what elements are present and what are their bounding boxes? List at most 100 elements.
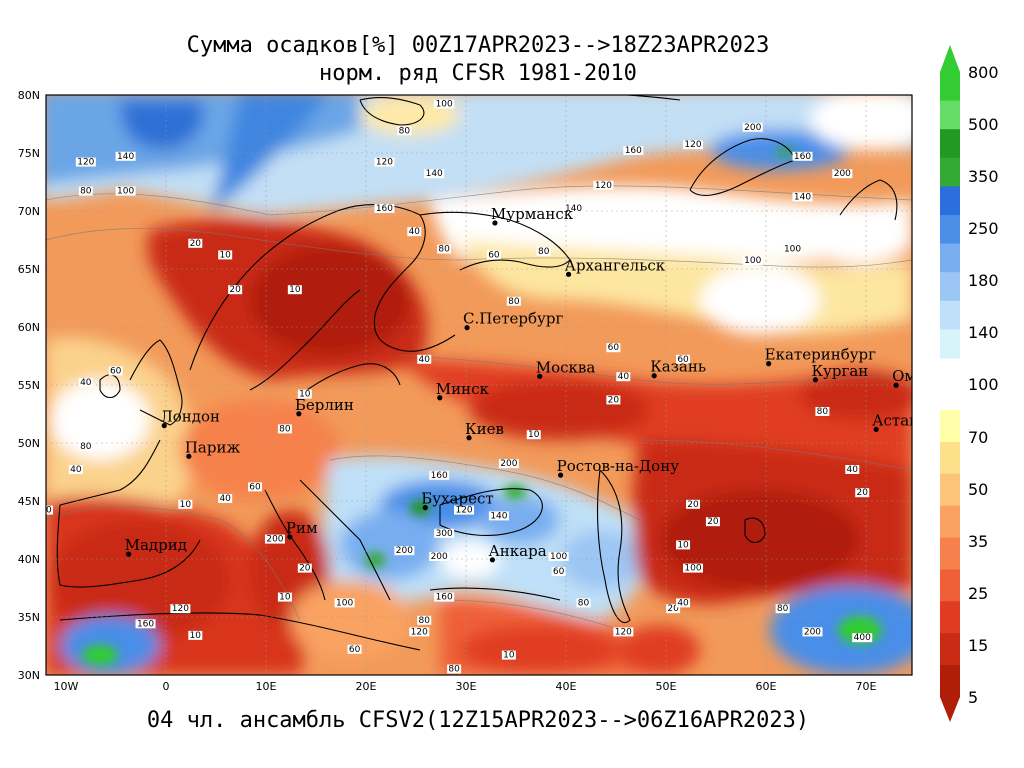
colorbar-swatch	[940, 186, 960, 216]
contour-label: 80	[447, 664, 462, 675]
contour-label: 400	[852, 633, 873, 643]
contour-label: 10	[178, 499, 193, 510]
city-label: Ростов-на-Дону	[557, 457, 680, 475]
contour-label-text: 40	[847, 465, 859, 475]
colorbar-swatch	[940, 410, 960, 443]
graticule	[46, 95, 912, 675]
colorbar-label: 180	[968, 271, 999, 290]
contour-label-text: 400	[854, 633, 871, 643]
city-label: Бухарест	[421, 490, 493, 508]
city-label: С.Петербург	[463, 310, 563, 328]
city-label: Минск	[436, 380, 490, 398]
contour-label: 200	[742, 122, 763, 133]
contour-label-text: 10	[677, 540, 689, 550]
colorbar-swatch	[940, 441, 960, 475]
city-dot	[492, 220, 498, 226]
contour-label-text: 80	[508, 297, 520, 307]
colorbar-label: 35	[968, 532, 988, 551]
contour-label: 20	[666, 604, 681, 614]
lon-tick-label: 30E	[456, 680, 477, 693]
contour-label: 100	[434, 99, 455, 110]
colorbar-label: 100	[968, 375, 999, 394]
city-dot	[466, 435, 472, 441]
contour-label: 120	[75, 157, 96, 168]
city-dot	[186, 453, 192, 459]
colorbar-swatch	[940, 601, 960, 634]
contour-label: 120	[613, 627, 634, 637]
contour-label: 160	[434, 592, 455, 603]
colorbar-swatch	[940, 665, 960, 698]
contour-label: 200	[429, 552, 450, 562]
contour-label-text: 20	[190, 239, 202, 249]
lon-tick-label: 60E	[756, 680, 777, 693]
city-label: Рим	[286, 519, 318, 537]
contour-label: 40	[676, 598, 691, 608]
contour-label-text: 80	[80, 442, 92, 452]
contour-label-text: 200	[431, 552, 448, 562]
lat-tick-label: 60N	[18, 321, 40, 334]
contour-label: 40	[616, 372, 631, 382]
contour-label: 80	[576, 598, 591, 608]
colorbar-label: 140	[968, 323, 999, 342]
contour-label: 20	[606, 395, 621, 405]
colorbar-top-arrow	[940, 45, 960, 72]
contour-label-text: 300	[436, 529, 453, 539]
contour-label-text: 80	[538, 247, 550, 257]
colorbar-label: 250	[968, 219, 999, 238]
contour-label-text: 100	[436, 100, 453, 110]
colorbar-swatch	[940, 633, 960, 666]
lat-tick-label: 40N	[18, 553, 40, 566]
contour-label-text: 10	[219, 250, 231, 260]
contour-label: 40	[845, 465, 860, 475]
city-dot	[651, 373, 657, 379]
contour-label-text: 20	[229, 285, 241, 295]
contour-label: 20	[228, 285, 243, 295]
contour-label-text: 40	[70, 465, 82, 475]
contour-label: 10	[287, 285, 302, 295]
contour-label-text: 10	[289, 285, 301, 295]
contour-label: 120	[683, 140, 704, 150]
contour-label-text: 160	[137, 619, 154, 629]
contour-label-text: 60	[40, 506, 52, 516]
lat-tick-label: 50N	[18, 437, 40, 450]
contour-label: 60	[486, 250, 501, 260]
contour-label-text: 20	[687, 500, 699, 510]
city-label: Киев	[465, 420, 504, 438]
contour-label-text: 40	[419, 355, 431, 365]
contour-label: 40	[407, 227, 422, 237]
contour-label-text: 80	[399, 126, 411, 136]
contour-label: 160	[135, 619, 156, 629]
colorbar-swatch	[940, 473, 960, 507]
city-dot	[437, 395, 443, 401]
contour-label: 200	[832, 169, 853, 179]
contour-label: 80	[277, 424, 292, 434]
contour-label: 80	[397, 126, 412, 136]
contour-label: 20	[297, 563, 312, 574]
colorbar-label: 15	[968, 636, 988, 655]
city-dot	[126, 551, 132, 557]
contour-label-text: 160	[376, 204, 393, 214]
city-markers: Мурманск Архангельск С.Петербург Москва Каза…	[125, 205, 912, 563]
city-label: Архангельск	[565, 256, 666, 274]
lon-tick-label: 70E	[856, 680, 877, 693]
contour-label: 60	[606, 343, 621, 353]
contour-label-text: 80	[777, 604, 789, 614]
contour-label: 140	[563, 204, 584, 214]
contour-label-text: 10	[180, 500, 192, 510]
contour-label-text: 10	[503, 651, 515, 661]
lat-tick-label: 55N	[18, 379, 40, 392]
contour-label-text: 20	[707, 517, 719, 527]
lat-tick-label: 35N	[18, 611, 40, 624]
colorbar-label: 800	[968, 63, 999, 82]
contour-label-text: 100	[744, 256, 761, 266]
contour-label: 80	[78, 441, 93, 452]
contour-label-text: 10	[279, 593, 291, 603]
contour-label-text: 200	[744, 123, 761, 133]
contour-label-text: 100	[117, 187, 134, 197]
contour-label-text: 140	[794, 192, 811, 202]
contour-label-text: 200	[804, 627, 821, 637]
colorbar-swatch	[940, 243, 960, 273]
contour-label-text: 80	[817, 407, 829, 417]
contour-label-text: 120	[684, 140, 701, 150]
